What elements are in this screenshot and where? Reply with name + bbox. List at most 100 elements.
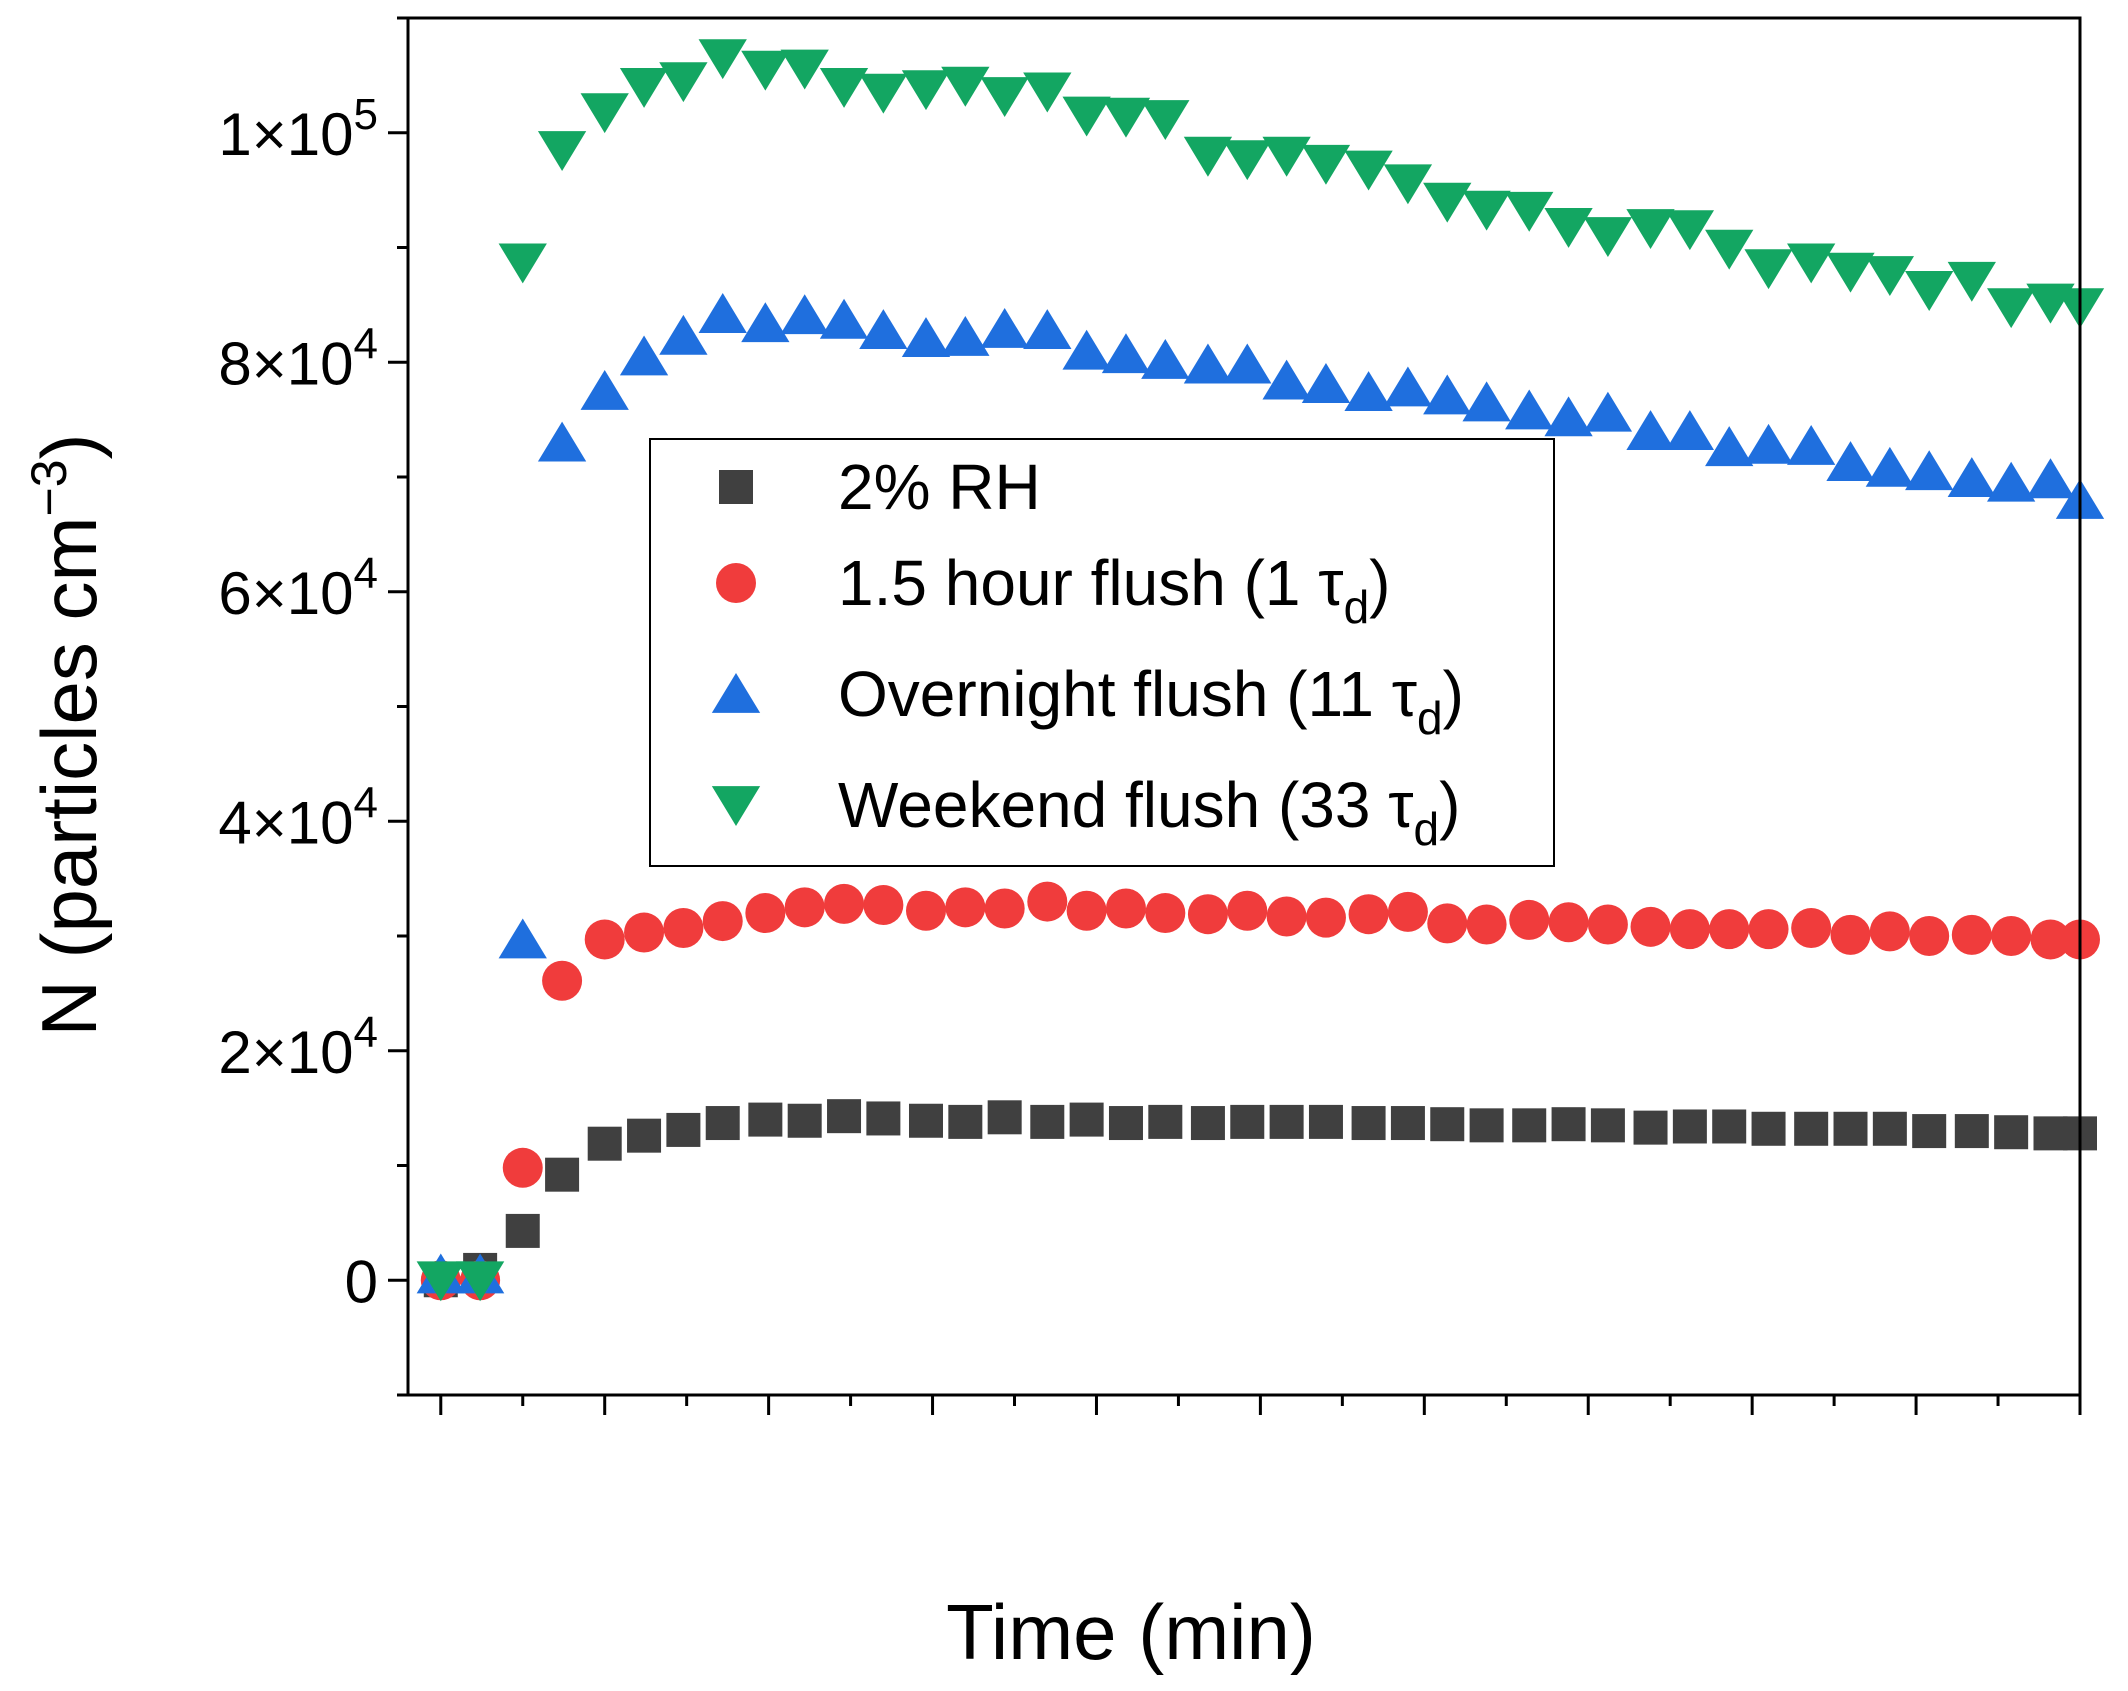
data-point <box>537 421 587 462</box>
y-tick-mantissa: 6×10 <box>218 560 353 627</box>
data-point <box>659 62 708 103</box>
data-point <box>663 907 704 948</box>
data-point <box>1101 333 1151 374</box>
data-point <box>827 1099 862 1134</box>
data-point <box>1187 894 1228 935</box>
data-point <box>702 901 743 942</box>
data-point <box>545 1157 580 1192</box>
data-point <box>705 1106 740 1141</box>
data-point <box>1301 363 1351 403</box>
data-point <box>542 960 583 1001</box>
data-point <box>1744 249 1793 290</box>
legend-label-text: Overnight flush (11 τ <box>838 658 1417 730</box>
legend-label-subscript: d <box>1414 803 1440 855</box>
data-point <box>1069 1102 1104 1137</box>
data-point <box>1987 461 2036 502</box>
data-point <box>1987 288 2036 329</box>
series-2 <box>416 293 2105 1294</box>
data-point <box>1105 888 1146 929</box>
data-point <box>1383 164 1433 205</box>
data-point <box>1262 136 1311 177</box>
data-point <box>741 302 790 343</box>
y-tick-exponent: 5 <box>354 90 378 139</box>
data-point <box>1466 904 1507 945</box>
data-point <box>1905 450 1954 491</box>
legend-label-text: 2% RH <box>838 451 1041 523</box>
data-point <box>908 1103 943 1138</box>
data-point <box>901 317 951 358</box>
legend-label: 2% RH <box>838 451 1041 523</box>
data-point <box>1062 329 1111 370</box>
data-point <box>1991 916 2032 956</box>
data-point <box>1751 1111 1786 1146</box>
data-point <box>1308 1104 1343 1139</box>
legend-label: Overnight flush (11 τd) <box>838 658 1464 744</box>
data-point <box>1794 1111 1829 1146</box>
data-point <box>863 885 904 926</box>
data-point <box>1512 1108 1547 1143</box>
data-point <box>580 93 629 134</box>
data-point <box>1305 897 1346 938</box>
data-point <box>1709 909 1750 950</box>
data-point <box>1590 1108 1625 1143</box>
legend-item-0: 2% RH <box>719 451 1041 523</box>
data-point <box>1505 389 1554 430</box>
data-point <box>1390 1106 1425 1141</box>
data-point <box>587 1126 622 1161</box>
data-point <box>1947 457 1996 498</box>
data-point <box>1869 911 1910 952</box>
data-point <box>1633 1110 1668 1145</box>
legend-item-3: Weekend flush (33 τd) <box>711 769 1460 855</box>
data-point <box>1462 190 1511 231</box>
data-point <box>1344 371 1393 411</box>
data-point <box>1787 425 1836 465</box>
data-point <box>1583 217 1633 258</box>
data-point <box>580 369 629 410</box>
data-point <box>1748 909 1789 950</box>
data-point <box>1062 96 1111 137</box>
data-point <box>1423 182 1472 223</box>
legend-marker <box>716 563 756 603</box>
data-point <box>1066 890 1107 931</box>
data-point <box>1227 890 1268 931</box>
y-tick-exponent: 4 <box>354 1008 378 1057</box>
data-point <box>1705 426 1754 467</box>
legend-label: 1.5 hour flush (1 τd) <box>838 547 1390 633</box>
data-point <box>1469 1108 1504 1143</box>
data-point <box>1027 881 1068 922</box>
data-point <box>941 316 990 356</box>
data-point <box>1509 899 1550 940</box>
data-point <box>1223 140 1272 181</box>
data-point <box>584 919 625 960</box>
y-tick-exponent: 4 <box>354 319 378 368</box>
data-point <box>505 1213 540 1248</box>
y-tick-mantissa: 8×10 <box>218 330 353 397</box>
y-axis-title-superscript: −3 <box>21 459 77 516</box>
data-point <box>2033 1116 2068 1151</box>
legend-label-close: ) <box>1439 769 1460 841</box>
data-point <box>1344 150 1393 191</box>
series-3 <box>416 39 2105 1302</box>
data-point <box>1669 909 1710 950</box>
data-point <box>1427 903 1468 944</box>
data-point <box>1348 894 1389 935</box>
data-point <box>1665 410 1715 450</box>
y-tick-exponent: 4 <box>354 549 378 598</box>
data-point <box>1872 1111 1907 1146</box>
data-point <box>698 39 747 80</box>
data-point <box>787 1103 822 1138</box>
legend-label-close: ) <box>1443 658 1464 730</box>
data-point <box>1183 136 1233 177</box>
data-point <box>905 890 946 931</box>
y-tick-mantissa: 2×10 <box>218 1019 353 1086</box>
data-point <box>1190 1106 1225 1141</box>
data-point <box>1544 396 1593 437</box>
legend-marker <box>719 470 753 504</box>
data-point <box>1548 902 1589 943</box>
data-point <box>1023 72 1072 113</box>
data-point <box>1791 907 1832 948</box>
data-point <box>619 67 669 108</box>
data-point <box>627 1118 662 1153</box>
data-point <box>819 67 869 108</box>
